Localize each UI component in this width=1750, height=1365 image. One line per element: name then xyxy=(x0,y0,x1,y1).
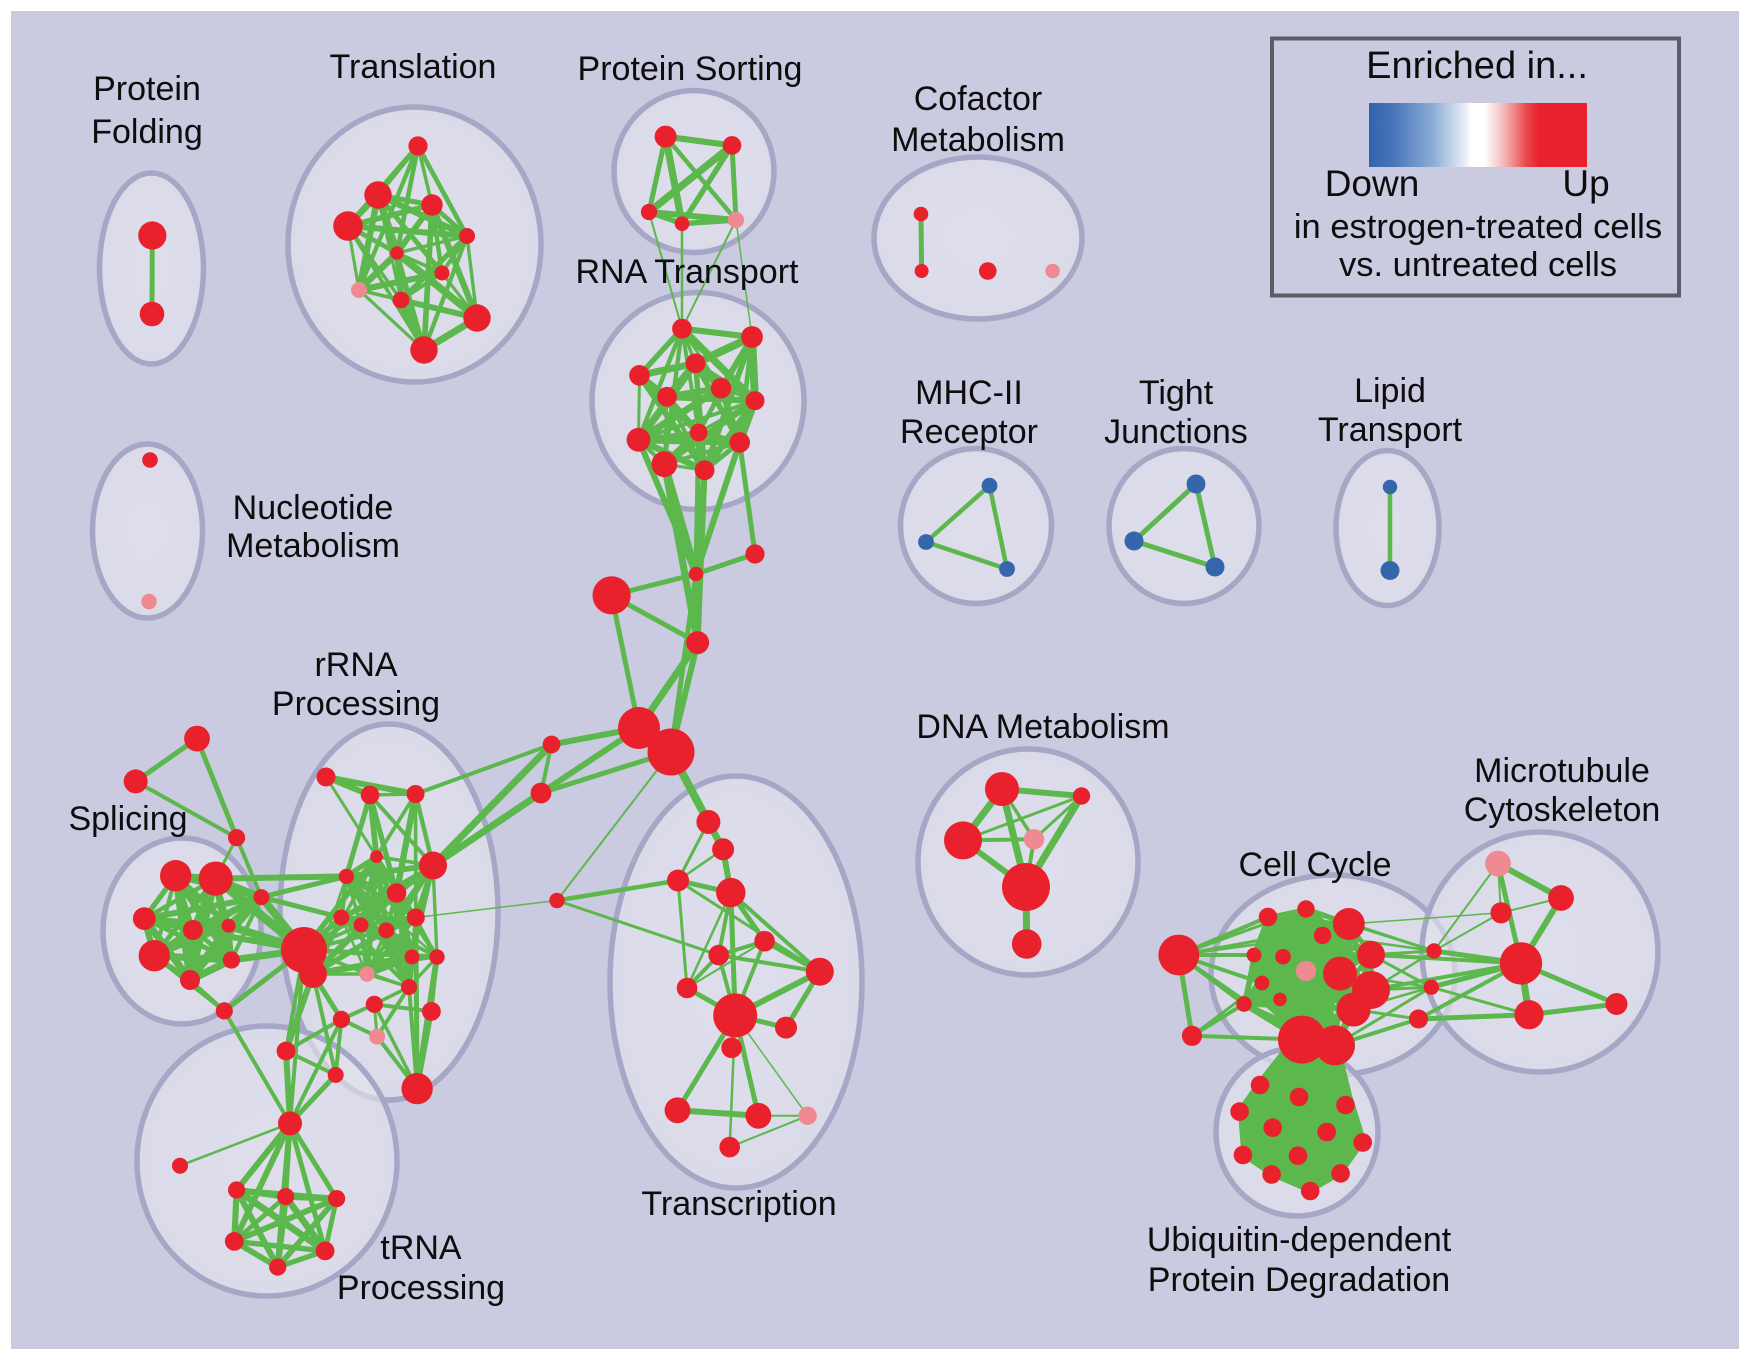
svg-text:Cytoskeleton: Cytoskeleton xyxy=(1464,791,1661,829)
svg-text:vs. untreated cells: vs. untreated cells xyxy=(1339,246,1617,284)
svg-text:Splicing: Splicing xyxy=(68,800,187,838)
svg-text:Microtubule: Microtubule xyxy=(1474,752,1650,790)
svg-text:Translation: Translation xyxy=(330,48,497,86)
svg-text:RNA Transport: RNA Transport xyxy=(576,253,800,291)
svg-text:Protein Degradation: Protein Degradation xyxy=(1148,1261,1450,1299)
svg-text:MHC-II: MHC-II xyxy=(915,374,1023,412)
svg-text:Up: Up xyxy=(1562,163,1609,204)
svg-text:Receptor: Receptor xyxy=(900,413,1038,451)
svg-text:Cell Cycle: Cell Cycle xyxy=(1238,846,1391,884)
svg-text:Enriched in...: Enriched in... xyxy=(1366,45,1588,87)
svg-text:rRNA: rRNA xyxy=(314,646,397,684)
svg-text:Protein Sorting: Protein Sorting xyxy=(578,50,803,88)
svg-text:Metabolism: Metabolism xyxy=(226,527,400,565)
svg-text:Processing: Processing xyxy=(272,685,440,723)
svg-text:Metabolism: Metabolism xyxy=(891,121,1065,159)
svg-text:Processing: Processing xyxy=(337,1269,505,1307)
svg-text:in estrogen-treated cells: in estrogen-treated cells xyxy=(1294,208,1662,246)
svg-text:Folding: Folding xyxy=(91,113,203,151)
svg-text:DNA Metabolism: DNA Metabolism xyxy=(916,708,1169,746)
svg-text:Tight: Tight xyxy=(1139,374,1214,412)
svg-text:Cofactor: Cofactor xyxy=(914,80,1043,118)
svg-text:Lipid: Lipid xyxy=(1354,372,1426,410)
svg-text:Ubiquitin-dependent: Ubiquitin-dependent xyxy=(1147,1221,1452,1259)
svg-text:Junctions: Junctions xyxy=(1104,413,1248,451)
svg-text:Transport: Transport xyxy=(1318,411,1463,449)
svg-text:Down: Down xyxy=(1325,163,1420,204)
svg-text:Nucleotide: Nucleotide xyxy=(233,489,394,527)
svg-text:Protein: Protein xyxy=(93,70,201,108)
svg-text:tRNA: tRNA xyxy=(380,1229,462,1267)
svg-text:Transcription: Transcription xyxy=(641,1185,836,1223)
